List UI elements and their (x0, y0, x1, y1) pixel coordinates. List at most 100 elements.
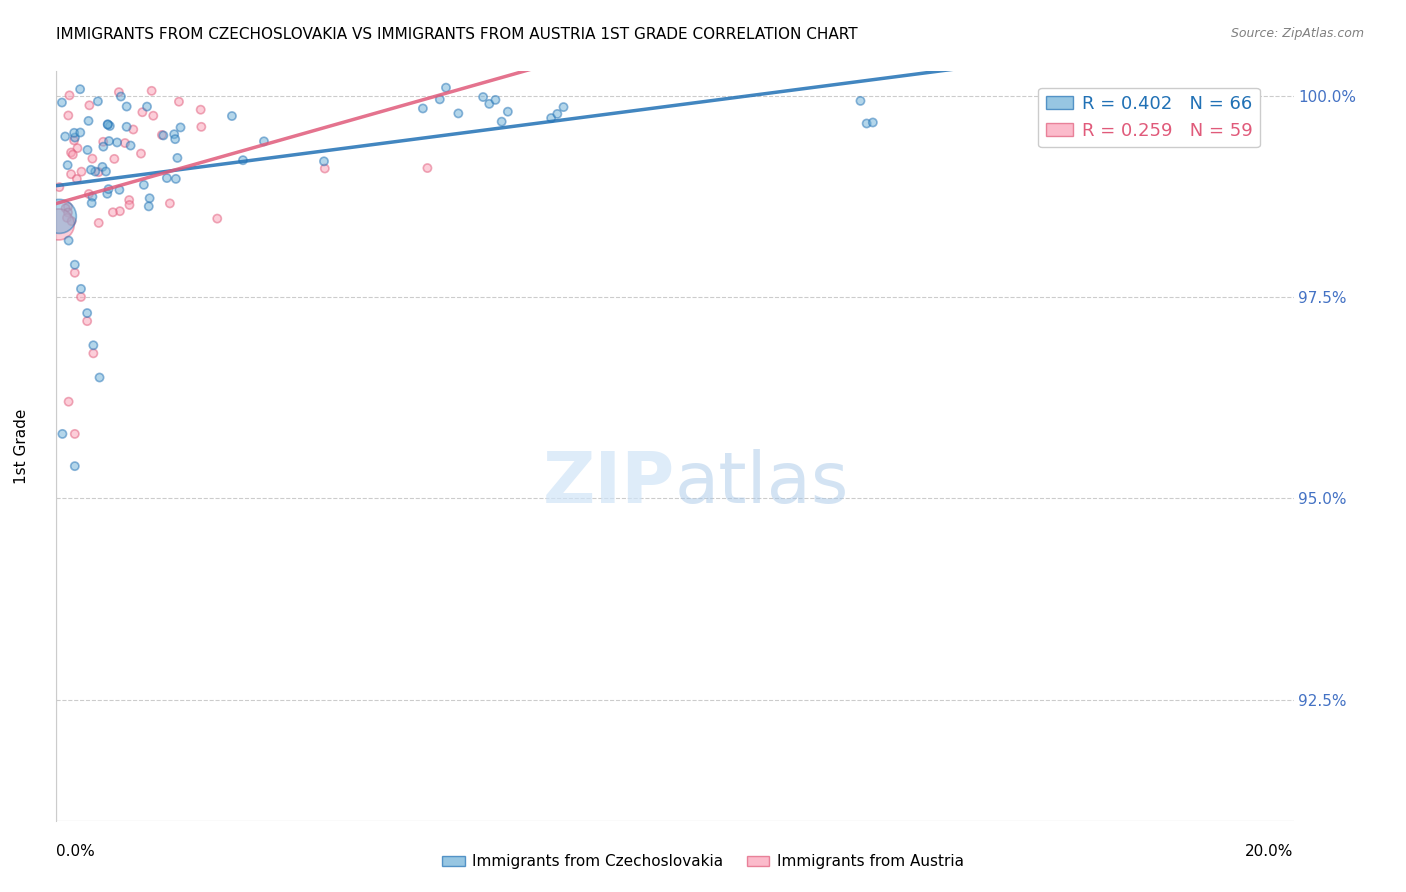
Point (312, 154, 335, 169)
Point (207, 211, 229, 226)
Point (82, 346, 104, 360)
Point (63, 266, 86, 280)
Point (1220, 108, 1243, 122)
Text: 20.0%: 20.0% (1246, 845, 1294, 859)
Point (77, 114, 100, 128)
Point (120, 138, 142, 153)
Point (114, 136, 136, 150)
Point (447, 106, 470, 120)
Point (84, 164, 107, 178)
Point (412, 102, 434, 116)
Text: 1st Grade: 1st Grade (14, 409, 28, 483)
Point (66, 141, 89, 155)
Point (118, 198, 141, 212)
Point (91, 135, 114, 149)
Point (190, 103, 212, 117)
Point (478, 96, 501, 111)
Point (253, 134, 276, 148)
Point (472, 90, 495, 104)
Point (159, 196, 181, 211)
Text: 0.0%: 0.0% (56, 845, 96, 859)
Point (53, 129, 76, 144)
Point (94, 164, 117, 178)
Point (108, 183, 131, 197)
Point (63, 126, 86, 140)
Point (152, 128, 174, 143)
Point (122, 122, 145, 136)
Point (87, 216, 110, 230)
Point (221, 109, 243, 123)
Point (63, 459, 86, 474)
Point (129, 146, 152, 161)
Point (56, 200, 79, 214)
Point (169, 120, 191, 135)
Point (163, 128, 186, 142)
Legend: R = 0.402   N = 66, R = 0.259   N = 59: R = 0.402 N = 66, R = 0.259 N = 59 (1039, 88, 1260, 147)
Point (553, 100, 575, 114)
Point (48, 210, 70, 224)
Point (79, 98, 101, 112)
Point (51, 426, 73, 441)
Point (484, 93, 506, 107)
Point (91, 160, 114, 174)
Point (118, 193, 141, 207)
Point (115, 99, 138, 113)
Point (496, 104, 519, 119)
Point (165, 172, 187, 186)
Point (89, 370, 111, 384)
Point (58, 234, 80, 248)
Point (190, 120, 212, 134)
Point (232, 153, 254, 168)
Point (69, 126, 91, 140)
Point (416, 161, 439, 175)
Point (862, 115, 884, 129)
Point (56, 158, 79, 172)
Point (63, 130, 86, 145)
Point (63, 133, 86, 147)
Point (98, 134, 121, 148)
Point (48, 180, 70, 194)
Point (434, 80, 457, 95)
Point (167, 95, 190, 109)
Point (76, 306, 98, 320)
Point (150, 128, 173, 142)
Point (103, 152, 125, 166)
Point (69, 82, 91, 96)
Point (60, 145, 83, 160)
Point (166, 151, 188, 165)
Point (96, 186, 118, 201)
Point (48, 218, 70, 232)
Point (132, 178, 155, 192)
Point (314, 161, 336, 176)
Point (80, 196, 103, 211)
Point (76, 143, 98, 157)
Point (97, 182, 120, 196)
Point (80, 162, 103, 177)
Point (82, 338, 104, 352)
Point (60, 214, 83, 228)
Point (60, 167, 83, 181)
Point (540, 111, 562, 125)
Point (108, 85, 131, 99)
Text: Source: ZipAtlas.com: Source: ZipAtlas.com (1230, 27, 1364, 40)
Point (97, 117, 120, 131)
Point (58, 88, 80, 103)
Point (63, 426, 86, 441)
Point (70, 164, 93, 178)
Point (97, 118, 120, 132)
Point (91, 139, 114, 153)
Point (62, 147, 84, 161)
Point (136, 100, 159, 114)
Point (855, 116, 877, 130)
Point (546, 107, 568, 121)
Point (87, 95, 110, 109)
Point (56, 211, 79, 225)
Point (141, 84, 163, 98)
Point (138, 191, 160, 205)
Point (82, 190, 104, 204)
Point (58, 394, 80, 409)
Point (115, 120, 138, 134)
Point (110, 89, 132, 103)
Point (70, 290, 93, 304)
Point (66, 172, 89, 186)
